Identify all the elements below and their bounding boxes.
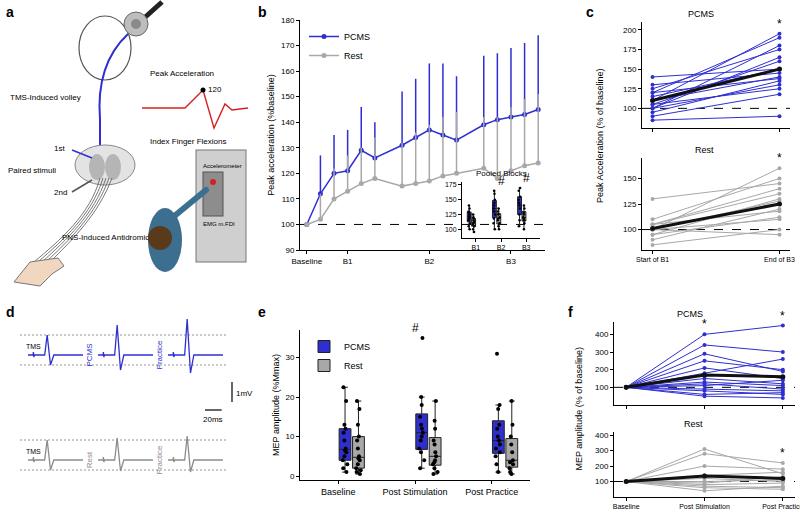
svg-text:*: * [777, 151, 782, 165]
svg-text:100: 100 [445, 226, 457, 233]
svg-text:EMG m.FDI: EMG m.FDI [203, 221, 235, 227]
svg-text:#: # [498, 174, 505, 188]
svg-text:Rest: Rest [85, 451, 94, 468]
svg-text:90: 90 [285, 246, 294, 255]
svg-text:100: 100 [623, 225, 637, 234]
svg-text:PCMS: PCMS [688, 9, 714, 19]
svg-text:140: 140 [281, 118, 295, 127]
svg-text:Rest: Rest [344, 51, 363, 61]
svg-text:150: 150 [445, 196, 457, 203]
svg-text:Baseline: Baseline [321, 487, 356, 497]
svg-text:B1: B1 [343, 257, 353, 266]
svg-text:Practice: Practice [155, 340, 164, 369]
svg-text:PCMS: PCMS [85, 343, 94, 366]
svg-text:d: d [6, 304, 15, 320]
svg-text:*: * [777, 17, 782, 31]
svg-text:Start of B1: Start of B1 [636, 256, 669, 263]
svg-text:B2: B2 [497, 244, 506, 251]
svg-text:Baseline: Baseline [291, 257, 322, 266]
svg-text:170: 170 [281, 41, 295, 50]
svg-text:b: b [258, 4, 267, 20]
svg-text:Rest: Rest [695, 145, 714, 155]
svg-text:*: * [702, 317, 707, 331]
svg-text:MEP amplitude (%Mmax): MEP amplitude (%Mmax) [271, 354, 281, 456]
svg-text:175: 175 [623, 45, 637, 54]
svg-text:2nd: 2nd [54, 188, 67, 197]
svg-text:100: 100 [623, 104, 637, 113]
svg-text:Peak Acceleration (% of baseli: Peak Acceleration (% of baseline) [595, 68, 605, 203]
svg-text:B2: B2 [424, 257, 434, 266]
svg-text:#: # [523, 171, 530, 185]
svg-text:180: 180 [281, 16, 295, 25]
svg-text:Baseline: Baseline [613, 503, 640, 510]
svg-text:Practice: Practice [155, 445, 164, 474]
svg-text:Index Finger Flexions: Index Finger Flexions [150, 137, 226, 146]
svg-text:Peak Acceleration: Peak Acceleration [150, 69, 214, 78]
svg-text:150: 150 [623, 174, 637, 183]
svg-text:120: 120 [208, 85, 222, 94]
svg-text:Post Stimulation: Post Stimulation [382, 487, 447, 497]
svg-text:Peak acceleration (%baseline): Peak acceleration (%baseline) [266, 74, 276, 196]
svg-text:TMS: TMS [26, 343, 41, 350]
svg-text:200: 200 [623, 26, 637, 35]
svg-text:175: 175 [445, 181, 457, 188]
svg-text:Post Stimulation: Post Stimulation [679, 503, 730, 510]
svg-text:Accelerometer: Accelerometer [203, 163, 242, 169]
svg-text:160: 160 [281, 67, 295, 76]
svg-text:1st: 1st [54, 144, 65, 153]
svg-text:125: 125 [445, 211, 457, 218]
svg-text:300: 300 [595, 348, 609, 357]
svg-text:120: 120 [281, 169, 295, 178]
svg-text:300: 300 [595, 446, 609, 455]
svg-text:10: 10 [285, 432, 294, 441]
svg-text:*: * [780, 446, 785, 460]
svg-text:100: 100 [595, 477, 609, 486]
svg-text:a: a [6, 4, 14, 20]
svg-text:100: 100 [595, 383, 609, 392]
svg-text:PCMS: PCMS [344, 32, 370, 42]
svg-text:30: 30 [285, 353, 294, 362]
svg-text:400: 400 [595, 330, 609, 339]
svg-text:110: 110 [282, 195, 295, 204]
svg-text:MEP amplitude (% of baseline): MEP amplitude (% of baseline) [574, 347, 584, 470]
svg-text:*: * [780, 309, 785, 323]
svg-text:20: 20 [285, 393, 294, 402]
svg-text:Pooled Blocks: Pooled Blocks [476, 169, 527, 178]
svg-text:Rest: Rest [684, 419, 703, 429]
svg-text:e: e [258, 304, 266, 320]
svg-text:PNS-Induced Antidromic Volley: PNS-Induced Antidromic Volley [62, 233, 173, 242]
svg-text:200: 200 [595, 462, 609, 471]
svg-text:400: 400 [595, 431, 609, 440]
svg-text:TMS: TMS [26, 448, 41, 455]
svg-text:f: f [568, 304, 573, 320]
svg-text:B1: B1 [472, 244, 481, 251]
svg-text:0: 0 [290, 472, 295, 481]
svg-text:B3: B3 [522, 244, 531, 251]
svg-text:20ms: 20ms [203, 415, 223, 424]
svg-text:TMS-Induced volley: TMS-Induced volley [10, 93, 81, 102]
svg-text:150: 150 [623, 65, 637, 74]
svg-text:PCMS: PCMS [677, 309, 703, 319]
svg-text:150: 150 [281, 92, 295, 101]
svg-text:130: 130 [281, 144, 295, 153]
svg-text:c: c [586, 4, 594, 20]
svg-text:Post Practice: Post Practice [465, 487, 518, 497]
svg-text:B3: B3 [506, 257, 516, 266]
svg-text:Rest: Rest [344, 361, 363, 371]
svg-text:100: 100 [281, 220, 295, 229]
svg-text:1mV: 1mV [236, 389, 253, 398]
svg-text:End of B3: End of B3 [764, 256, 795, 263]
svg-text:#: # [412, 321, 419, 335]
svg-text:125: 125 [623, 85, 637, 94]
svg-text:Paired stimuli: Paired stimuli [8, 166, 56, 175]
svg-text:125: 125 [623, 200, 637, 209]
svg-text:Post Practice: Post Practice [762, 503, 800, 510]
svg-text:PCMS: PCMS [344, 342, 370, 352]
svg-text:200: 200 [595, 365, 609, 374]
